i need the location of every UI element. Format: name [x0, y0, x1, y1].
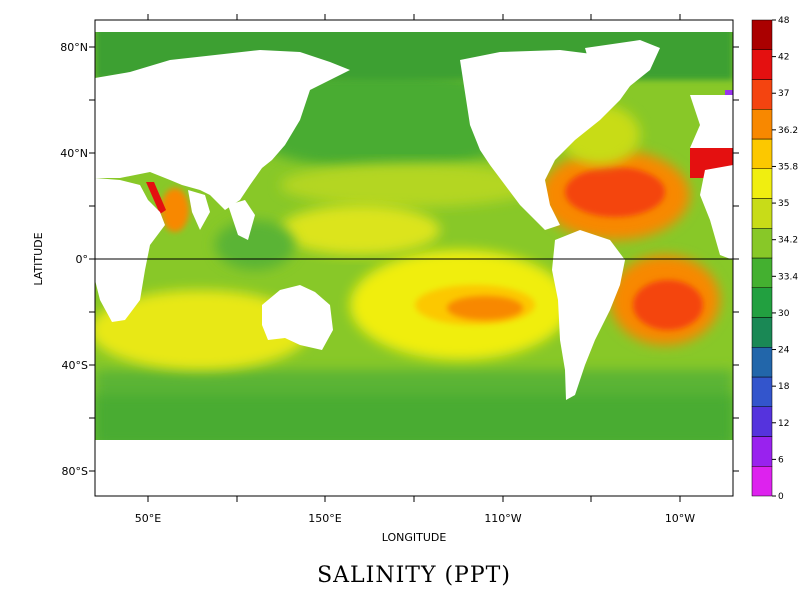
x-tick-label: 50°E [135, 512, 161, 525]
arctic-edge [95, 20, 733, 32]
x-tick-label: 150°E [308, 512, 341, 525]
land-masses [95, 20, 733, 496]
x-tick-label: 110°W [484, 512, 521, 525]
colorbar-label: 36.2 [778, 126, 798, 136]
y-axis-ticks: 80°N 40°N 0° 40°S 80°S [60, 41, 88, 478]
colorbar-swatch [751, 436, 773, 467]
colorbar: 0 6 12 18 24 30 33.4 34.2 35 35.8 36.2 37 42 48 [751, 16, 798, 502]
x-axis-label: LONGITUDE [382, 531, 447, 544]
x-axis-ticks: 50°E 150°E 110°W 10°W [135, 512, 696, 525]
greenland [585, 40, 660, 90]
colorbar-label: 35 [778, 199, 789, 209]
map-plot-area [95, 20, 733, 496]
colorbar-label: 42 [778, 53, 789, 63]
colorbar-label: 12 [778, 419, 789, 429]
y-tick-label: 40°N [60, 147, 88, 160]
australia [262, 285, 333, 350]
india [188, 190, 210, 230]
colorbar-label: 18 [778, 382, 790, 392]
y-tick-label: 80°N [60, 41, 88, 54]
colorbar-swatch [751, 138, 773, 169]
warm-pool-low [215, 220, 295, 270]
colorbar-label: 37 [778, 89, 789, 99]
north-america [460, 50, 640, 230]
y-tick-label: 40°S [62, 359, 88, 372]
antarctica [95, 440, 733, 496]
colorbar-swatch [751, 347, 773, 378]
colorbar-swatch [751, 317, 773, 348]
colorbar-label: 0 [778, 492, 784, 502]
x-tick-label: 10°W [665, 512, 695, 525]
colorbar-swatch [751, 19, 773, 50]
africa [95, 178, 165, 322]
colorbar-swatch [751, 376, 773, 407]
colorbar-swatch [751, 257, 773, 288]
north-pacific-low [235, 70, 535, 170]
y-tick-label: 80°S [62, 465, 88, 478]
colorbar-swatch [751, 228, 773, 259]
colorbar-label: 35.8 [778, 162, 798, 172]
eurasia [95, 50, 350, 210]
y-axis-label: LATITUDE [32, 232, 45, 285]
colorbar-label: 24 [778, 346, 790, 356]
colorbar-label: 33.4 [778, 272, 798, 282]
colorbar-swatch [751, 466, 773, 497]
colorbar-label: 6 [778, 455, 784, 465]
red-sea-high [146, 182, 166, 214]
map-title: SALINITY (PPT) [317, 563, 511, 588]
frame-ticks [89, 14, 739, 502]
colorbar-swatch [751, 287, 773, 318]
south-indian-yellow [95, 290, 310, 370]
south-america [552, 230, 625, 400]
colorbar-swatch [751, 109, 773, 140]
colorbar-label: 34.2 [778, 236, 798, 246]
colorbar-swatch [751, 49, 773, 80]
southeast-asia [228, 200, 255, 240]
colorbar-label: 48 [778, 16, 790, 26]
colorbar-swatch [751, 168, 773, 199]
colorbar-swatch [751, 198, 773, 229]
colorbar-swatch [751, 79, 773, 110]
arabian-sea-high [161, 188, 189, 232]
y-tick-label: 0° [76, 253, 89, 266]
colorbar-label: 30 [778, 309, 790, 319]
colorbar-swatch [751, 406, 773, 437]
